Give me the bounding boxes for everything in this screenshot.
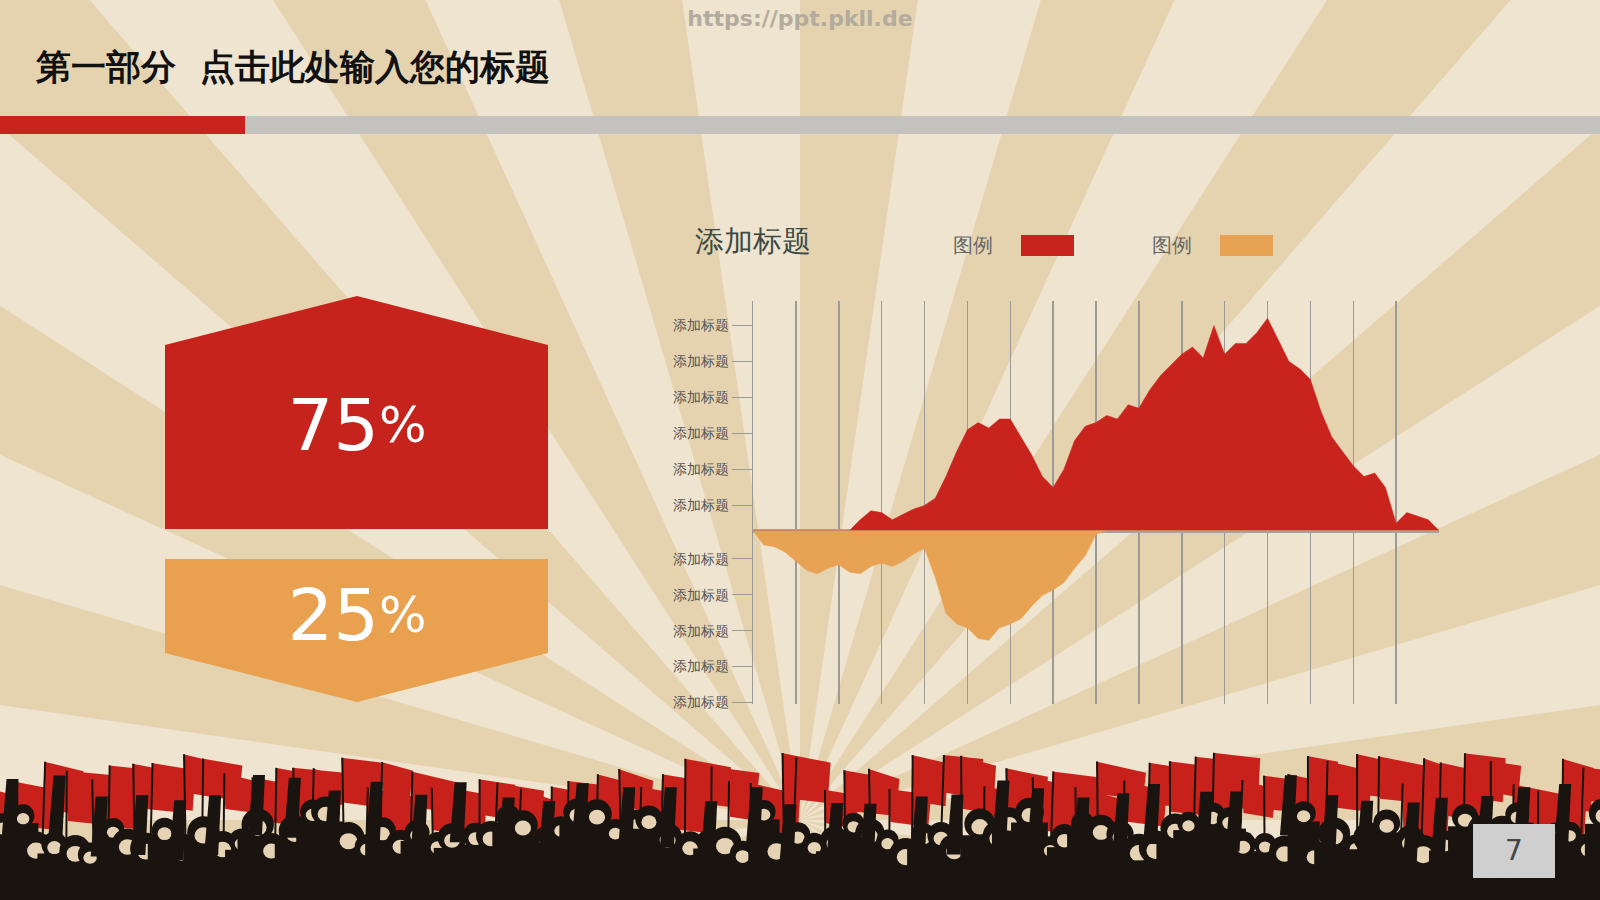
svg-text:75%: 75% <box>287 383 426 467</box>
svg-text:添加标题: 添加标题 <box>673 461 729 477</box>
html-text:https://ppt.pkll.de: https://ppt.pkll.de <box>687 6 913 31</box>
svg-text:添加标题: 添加标题 <box>673 694 729 710</box>
html-text:添加标题: 添加标题 <box>695 224 811 258</box>
svg-text:25%: 25% <box>287 573 426 657</box>
html-text:第一部分 点击此处输入您的标题: 第一部分 点击此处输入您的标题 <box>36 47 551 87</box>
html-text:图例: 图例 <box>953 233 993 257</box>
svg-text:添加标题: 添加标题 <box>673 551 729 567</box>
svg-text:添加标题: 添加标题 <box>673 658 729 674</box>
svg-text:添加标题: 添加标题 <box>673 425 729 441</box>
svg-text:添加标题: 添加标题 <box>673 389 729 405</box>
svg-text:添加标题: 添加标题 <box>673 317 729 333</box>
svg-text:添加标题: 添加标题 <box>673 497 729 513</box>
svg-text:添加标题: 添加标题 <box>673 623 729 639</box>
svg-text:添加标题: 添加标题 <box>673 587 729 603</box>
html-text:7: 7 <box>1505 834 1523 867</box>
html-text:图例: 图例 <box>1152 233 1192 257</box>
svg-text:添加标题: 添加标题 <box>673 353 729 369</box>
